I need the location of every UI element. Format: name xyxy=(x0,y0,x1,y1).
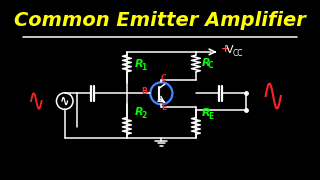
Text: V: V xyxy=(226,45,233,55)
Text: 1: 1 xyxy=(141,63,147,72)
Text: R: R xyxy=(201,58,210,68)
Text: Common Emitter Amplifier: Common Emitter Amplifier xyxy=(14,11,306,30)
Text: R: R xyxy=(201,108,210,118)
Text: C: C xyxy=(208,62,214,71)
Text: C: C xyxy=(161,75,166,84)
Text: 2: 2 xyxy=(141,111,147,120)
Text: CC: CC xyxy=(232,49,243,58)
Text: E: E xyxy=(161,103,166,112)
Text: R: R xyxy=(135,107,143,117)
Text: R: R xyxy=(135,59,143,69)
Text: E: E xyxy=(208,112,213,121)
Text: B: B xyxy=(141,87,147,96)
Text: +: + xyxy=(221,44,230,54)
